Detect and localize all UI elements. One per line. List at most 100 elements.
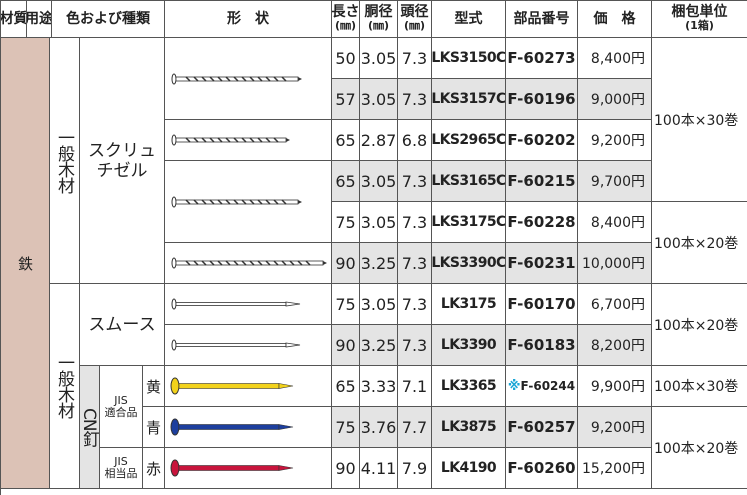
- header-cell: 長さ (㎜): [332, 1, 360, 38]
- shape-cell: [165, 366, 332, 407]
- nail-icon: [170, 377, 294, 395]
- part-cell: F-60260: [506, 448, 578, 489]
- price-cell: 8,400円: [578, 202, 652, 243]
- price-cell: 9,000円: [578, 79, 652, 120]
- length-cell: 65: [332, 120, 360, 161]
- color-cell: 青: [143, 407, 165, 448]
- model-cell: LKS3175C: [432, 202, 506, 243]
- usage-cell: 一般木材: [50, 38, 80, 284]
- model-cell: LK3390: [432, 325, 506, 366]
- head-cell: 7.3: [398, 38, 432, 79]
- part-number: F-60228: [507, 213, 576, 231]
- header-text: 価 格: [593, 11, 636, 27]
- grade-cell: JIS 相当品: [100, 448, 143, 489]
- pack-cell: 100本×20巻: [652, 407, 747, 489]
- shape-cell: [165, 161, 332, 243]
- head-cell: 7.9: [398, 448, 432, 489]
- length-cell: 90: [332, 325, 360, 366]
- length-cell: 75: [332, 407, 360, 448]
- header-text: 形 状: [227, 11, 269, 27]
- model-cell: LKS3150C: [432, 38, 506, 79]
- part-number: F-60231: [507, 254, 576, 272]
- length-cell: 75: [332, 202, 360, 243]
- shape-cell: [165, 448, 332, 489]
- price-cell: 9,700円: [578, 161, 652, 202]
- shaft-cell: 3.05: [360, 161, 398, 202]
- price-cell: 10,000円: [578, 243, 652, 284]
- header-cell: 胴径 (㎜): [360, 1, 398, 38]
- length-cell: 90: [332, 448, 360, 489]
- pack-cell: 100本×30巻: [652, 366, 747, 407]
- head-cell: 7.7: [398, 407, 432, 448]
- model-cell: LKS2965C: [432, 120, 506, 161]
- model-cell: LKS3157C: [432, 79, 506, 120]
- head-cell: 7.1: [398, 366, 432, 407]
- color-cell: 赤: [143, 448, 165, 489]
- shaft-cell: 3.25: [360, 243, 398, 284]
- nail-icon: [171, 298, 301, 310]
- header-cell: 部品番号: [506, 1, 578, 38]
- type-cell: CN釘: [80, 366, 100, 489]
- model-cell: LK3365: [432, 366, 506, 407]
- shape-cell: [165, 120, 332, 161]
- model-cell: LK3875: [432, 407, 506, 448]
- header-text: (㎜): [334, 19, 357, 32]
- price-cell: 6,700円: [578, 284, 652, 325]
- shape-cell: [165, 325, 332, 366]
- part-cell: F-60196: [506, 79, 578, 120]
- header-text: (㎜): [367, 19, 390, 32]
- part-number: F-60260: [507, 459, 576, 477]
- price-cell: 15,200円: [578, 448, 652, 489]
- length-cell: 90: [332, 243, 360, 284]
- header-cell: 梱包単位 (1箱): [652, 1, 747, 38]
- header-cell: 型式: [432, 1, 506, 38]
- head-cell: 7.3: [398, 284, 432, 325]
- model-cell: LKS3165C: [432, 161, 506, 202]
- nail-icon: [171, 73, 302, 84]
- header-cell: 材質: [1, 1, 27, 38]
- color-cell: 黄: [143, 366, 165, 407]
- nail-icon: [170, 418, 294, 436]
- head-cell: 7.3: [398, 161, 432, 202]
- header-text: 胴径: [364, 4, 393, 20]
- header-text: 用途: [27, 11, 52, 27]
- part-number: F-60257: [507, 418, 576, 436]
- type-cell: スムース: [80, 284, 165, 366]
- price-cell: 8,200円: [578, 325, 652, 366]
- part-number: F-60196: [507, 90, 576, 108]
- head-cell: 7.3: [398, 79, 432, 120]
- shaft-cell: 3.05: [360, 284, 398, 325]
- part-number: F-60244: [520, 379, 576, 393]
- part-cell: ※ F-60244: [506, 366, 578, 407]
- header-text: 頭径: [400, 4, 429, 20]
- header-text: 梱包単位: [671, 4, 728, 20]
- length-cell: 65: [332, 161, 360, 202]
- header-text: 長さ: [332, 4, 360, 20]
- nail-icon: [171, 257, 327, 269]
- shaft-cell: 3.05: [360, 38, 398, 79]
- header-text: (1箱): [685, 19, 714, 32]
- pack-cell: 100本×20巻: [652, 202, 747, 284]
- part-cell: F-60215: [506, 161, 578, 202]
- header-cell: 色および種類: [52, 1, 165, 38]
- part-note: ※: [507, 378, 521, 394]
- material-cell: 鉄: [1, 38, 50, 489]
- shaft-cell: 3.05: [360, 202, 398, 243]
- part-number: F-60273: [507, 49, 576, 67]
- part-number: F-60215: [507, 172, 576, 190]
- head-cell: 7.3: [398, 325, 432, 366]
- price-cell: 9,200円: [578, 120, 652, 161]
- pack-cell: 100本×20巻: [652, 284, 747, 366]
- part-cell: F-60202: [506, 120, 578, 161]
- header-text: 色および種類: [66, 11, 150, 27]
- length-cell: 65: [332, 366, 360, 407]
- grade-cell: JIS 適合品: [100, 366, 143, 448]
- usage-cell: 一般木材: [50, 284, 80, 489]
- shaft-cell: 3.76: [360, 407, 398, 448]
- header-cell: 形 状: [165, 1, 332, 38]
- part-number: F-60170: [507, 295, 576, 313]
- price-cell: 9,200円: [578, 407, 652, 448]
- part-cell: F-60257: [506, 407, 578, 448]
- nail-icon: [171, 196, 302, 207]
